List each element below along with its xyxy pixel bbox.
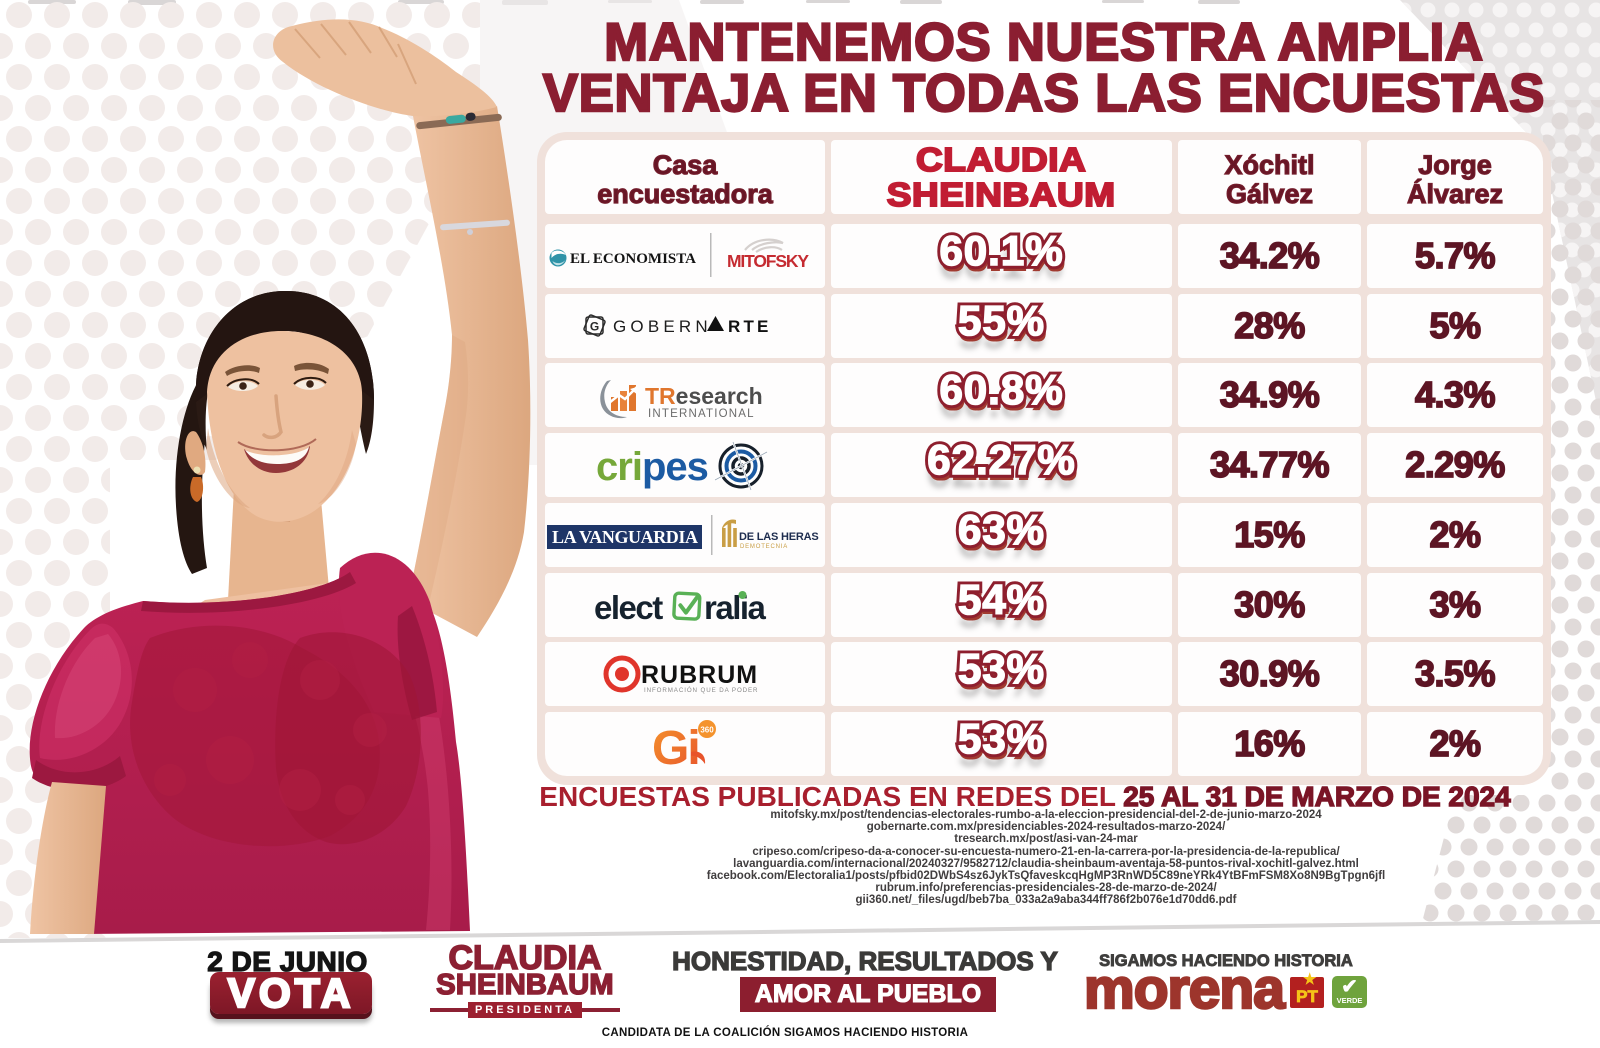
svg-text:RTE: RTE	[728, 317, 772, 336]
svg-text:MITOFSKY: MITOFSKY	[727, 251, 809, 271]
svg-text:GOBERN: GOBERN	[613, 317, 712, 336]
svg-text:INFORMACIÓN QUE DA PODER: INFORMACIÓN QUE DA PODER	[644, 687, 758, 694]
svg-text:DEMOTECNIA: DEMOTECNIA	[740, 544, 788, 550]
svg-text:elect: elect	[594, 589, 663, 626]
svg-text:DE LAS HERAS: DE LAS HERAS	[739, 531, 819, 543]
svg-text:ralia: ralia	[704, 589, 767, 626]
svg-text:EL ECONOMISTA: EL ECONOMISTA	[570, 251, 696, 267]
svg-text:G: G	[590, 320, 599, 334]
svg-text:INTERNATIONAL: INTERNATIONAL	[648, 408, 755, 420]
svg-text:LA VANGUARDIA: LA VANGUARDIA	[552, 527, 698, 547]
svg-text:Gi: Gi	[652, 722, 699, 775]
svg-text:360: 360	[700, 726, 714, 735]
svg-text:cripes: cripes	[596, 445, 708, 489]
svg-text:TResearch: TResearch	[645, 383, 763, 409]
svg-text:RUBRUM: RUBRUM	[641, 661, 758, 689]
